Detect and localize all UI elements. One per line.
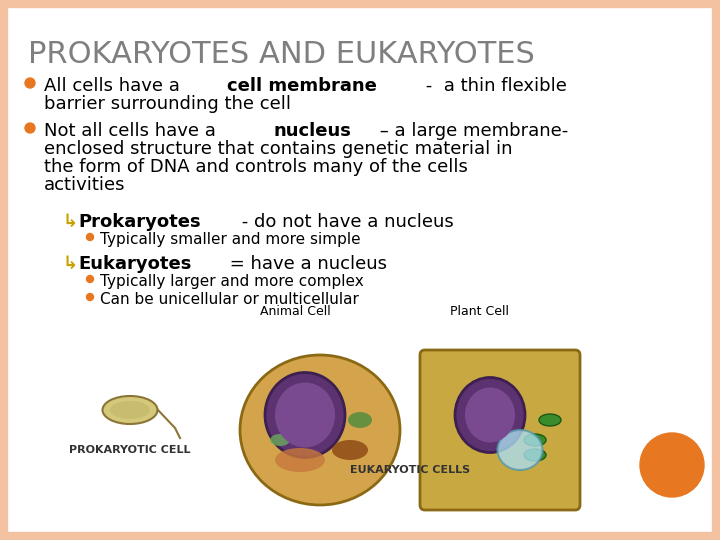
Text: PROKARYOTES AND EUKARYOTES: PROKARYOTES AND EUKARYOTES	[28, 40, 535, 69]
Text: Plant Cell: Plant Cell	[451, 305, 510, 318]
Text: Typically smaller and more simple: Typically smaller and more simple	[100, 232, 361, 247]
Text: Typically larger and more complex: Typically larger and more complex	[100, 274, 364, 289]
Ellipse shape	[102, 396, 158, 424]
Ellipse shape	[465, 388, 515, 442]
Ellipse shape	[265, 373, 345, 457]
Ellipse shape	[270, 434, 290, 446]
FancyBboxPatch shape	[4, 4, 716, 536]
FancyBboxPatch shape	[420, 350, 580, 510]
Text: – a large membrane-: – a large membrane-	[374, 122, 568, 140]
Text: enclosed structure that contains genetic material in: enclosed structure that contains genetic…	[44, 140, 513, 158]
Text: - do not have a nucleus: - do not have a nucleus	[236, 213, 454, 231]
Text: cell membrane: cell membrane	[227, 77, 377, 95]
Circle shape	[86, 275, 94, 282]
Text: All cells have a: All cells have a	[44, 77, 186, 95]
Ellipse shape	[240, 355, 400, 505]
Text: Animal Cell: Animal Cell	[260, 305, 330, 318]
Circle shape	[25, 123, 35, 133]
Ellipse shape	[539, 414, 561, 426]
Ellipse shape	[332, 440, 368, 460]
Circle shape	[86, 294, 94, 300]
Text: Can be unicellular or multicellular: Can be unicellular or multicellular	[100, 292, 359, 307]
Text: -  a thin flexible: - a thin flexible	[420, 77, 567, 95]
Circle shape	[640, 433, 704, 497]
Ellipse shape	[110, 401, 150, 419]
Text: ↳: ↳	[62, 213, 77, 231]
Text: ↳: ↳	[62, 255, 77, 273]
Text: Eukaryotes: Eukaryotes	[78, 255, 192, 273]
Text: Not all cells have a: Not all cells have a	[44, 122, 222, 140]
Text: EUKARYOTIC CELLS: EUKARYOTIC CELLS	[350, 465, 470, 475]
Ellipse shape	[498, 430, 542, 470]
Ellipse shape	[524, 434, 546, 446]
Ellipse shape	[455, 377, 525, 453]
Text: = have a nucleus: = have a nucleus	[225, 255, 387, 273]
Ellipse shape	[524, 449, 546, 461]
Text: the form of DNA and controls many of the cells: the form of DNA and controls many of the…	[44, 158, 468, 176]
Circle shape	[25, 78, 35, 88]
Ellipse shape	[275, 382, 335, 448]
Text: Prokaryotes: Prokaryotes	[78, 213, 201, 231]
Text: activities: activities	[44, 176, 125, 194]
Ellipse shape	[275, 448, 325, 472]
Text: PROKARYOTIC CELL: PROKARYOTIC CELL	[69, 445, 191, 455]
Text: nucleus: nucleus	[273, 122, 351, 140]
Text: barrier surrounding the cell: barrier surrounding the cell	[44, 95, 291, 113]
Ellipse shape	[348, 412, 372, 428]
Circle shape	[86, 233, 94, 240]
